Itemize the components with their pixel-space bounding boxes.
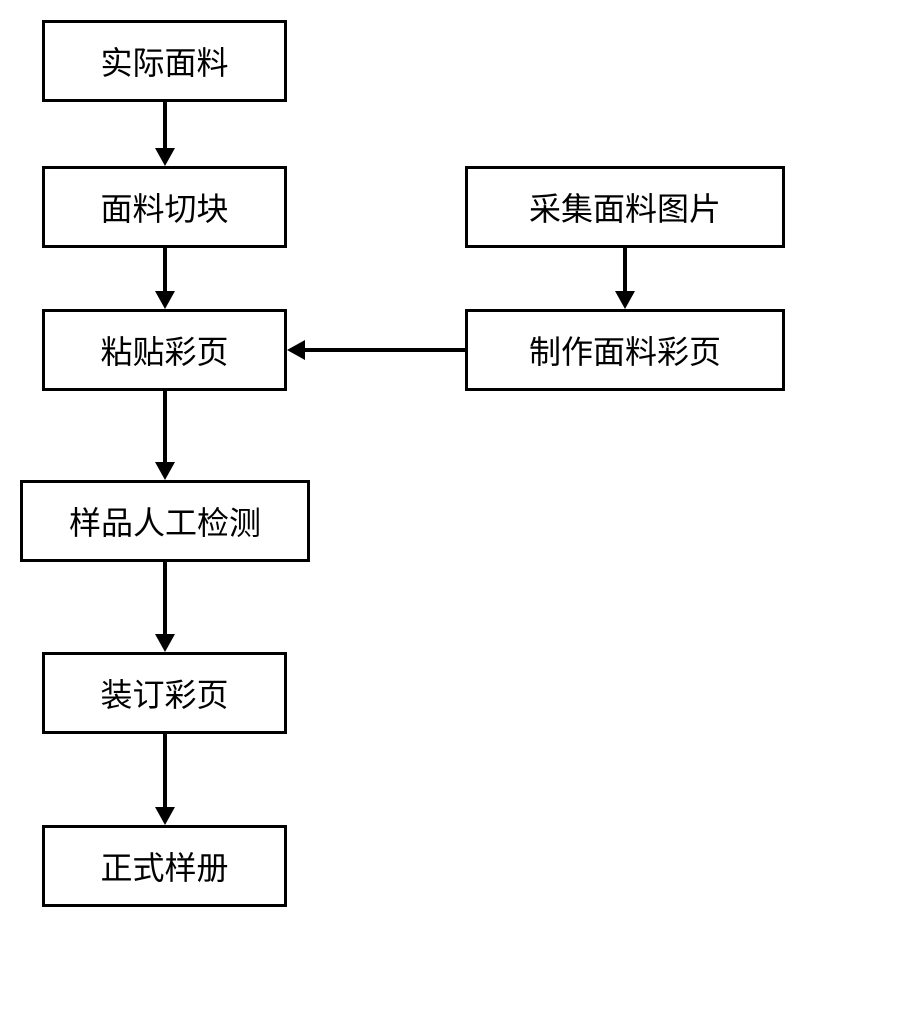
node-label: 正式样册	[100, 843, 228, 889]
node-label: 粘贴彩页	[100, 327, 228, 373]
arrow-head-down-icon	[155, 462, 175, 480]
arrow-head-down-icon	[155, 291, 175, 309]
arrow-head-down-icon	[615, 291, 635, 309]
node-label: 实际面料	[100, 38, 228, 84]
node-label: 面料切块	[100, 184, 228, 230]
arrow-head-left-icon	[287, 340, 305, 360]
flowchart-node-n2: 面料切块	[42, 166, 287, 248]
flowchart-node-n1: 实际面料	[42, 20, 287, 102]
flowchart-node-n8: 正式样册	[42, 825, 287, 907]
arrow-line	[163, 102, 167, 148]
node-label: 制作面料彩页	[529, 327, 721, 373]
node-label: 装订彩页	[100, 670, 228, 716]
arrow-head-down-icon	[155, 634, 175, 652]
arrow-line	[163, 734, 167, 807]
arrow-head-down-icon	[155, 148, 175, 166]
flowchart-node-n7: 装订彩页	[42, 652, 287, 734]
arrow-line	[305, 348, 465, 352]
arrow-line	[623, 248, 627, 291]
arrow-head-down-icon	[155, 807, 175, 825]
arrow-line	[163, 248, 167, 291]
node-label: 采集面料图片	[529, 184, 721, 230]
flowchart-node-n6: 样品人工检测	[20, 480, 310, 562]
arrow-line	[163, 391, 167, 462]
node-label: 样品人工检测	[69, 498, 261, 544]
arrow-line	[163, 562, 167, 634]
flowchart-node-n4: 粘贴彩页	[42, 309, 287, 391]
flowchart-node-n3: 采集面料图片	[465, 166, 785, 248]
flowchart-node-n5: 制作面料彩页	[465, 309, 785, 391]
